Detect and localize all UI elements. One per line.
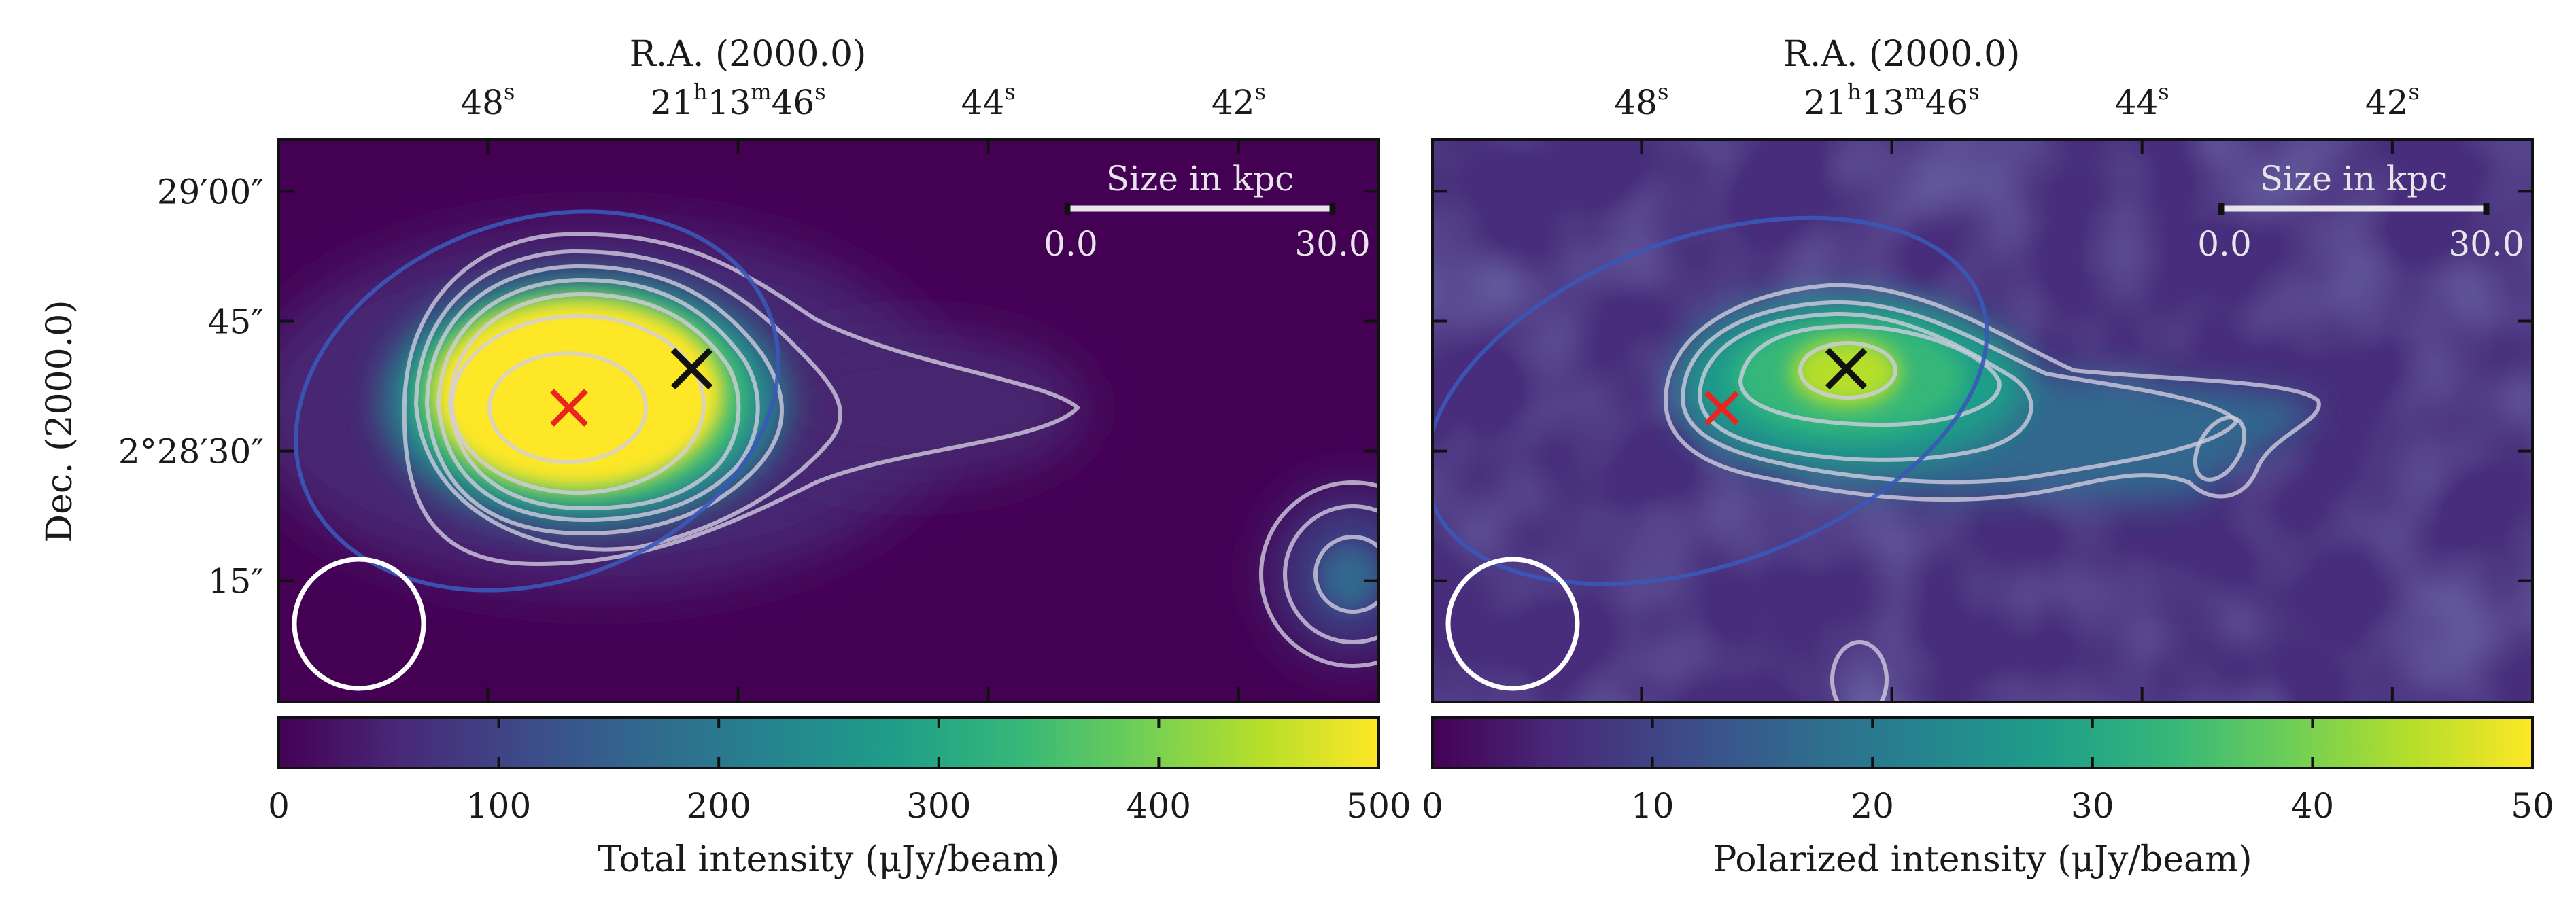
left-contour-7 bbox=[487, 351, 648, 464]
left-emission-tail bbox=[748, 333, 1088, 482]
colorbar-tick-label: 10 bbox=[1631, 786, 1675, 826]
ra-tick-label: 21h13m46s bbox=[650, 79, 825, 122]
right-scale-left-label: 0.0 bbox=[2197, 224, 2252, 264]
right-colorbar-gradient bbox=[1432, 718, 2532, 768]
left-scale-bar: Size in kpc 0.0 30.0 bbox=[1044, 159, 1370, 264]
left-panel: Size in kpc 0.0 30.0 48s 21h13m46s 44s 42s … bbox=[39, 34, 1411, 880]
left-contour-2 bbox=[413, 249, 843, 552]
left-marker-red bbox=[550, 389, 588, 427]
dec-tick-label: 15″ bbox=[208, 562, 264, 601]
ra-tick-label: 42s bbox=[1212, 79, 1266, 122]
dec-tick-label: 45″ bbox=[208, 302, 264, 342]
right-contour-3 bbox=[1697, 311, 2033, 462]
right-dec-ticks bbox=[1432, 190, 2532, 582]
left-colorbar-gradient bbox=[279, 718, 1379, 768]
right-scale-title: Size in kpc bbox=[2260, 159, 2448, 198]
left-ra-ticks: 48s 21h13m46s 44s 42s bbox=[460, 79, 1266, 702]
colorbar-tick-label: 0 bbox=[1422, 786, 1443, 826]
left-dec-ticks: 29′00″ 45″ 2°28′30″ 15″ bbox=[118, 172, 1379, 601]
left-scale-left-label: 0.0 bbox=[1044, 224, 1098, 264]
ra-tick-label: 44s bbox=[961, 79, 1016, 122]
right-contour-1 bbox=[1663, 283, 2321, 502]
left-beam-circle bbox=[292, 557, 426, 691]
left-axis-title: Dec. (2000.0) bbox=[39, 300, 80, 542]
left-colorbar-label: Total intensity (μJy/beam) bbox=[598, 839, 1060, 880]
left-colorbar-frame bbox=[277, 716, 1380, 769]
right-scale-right-label: 30.0 bbox=[2448, 224, 2524, 264]
ra-tick-label: 21h13m46s bbox=[1804, 79, 1979, 122]
ra-tick-label: 44s bbox=[2115, 79, 2169, 122]
colorbar-tick-label: 500 bbox=[1346, 786, 1411, 826]
left-colorbar-ticks: 0 100 200 300 400 500 bbox=[268, 718, 1411, 826]
left-companion-core bbox=[1322, 547, 1377, 608]
colorbar-tick-label: 100 bbox=[466, 786, 531, 826]
colorbar-tick-label: 200 bbox=[686, 786, 751, 826]
left-marker-black bbox=[670, 347, 713, 390]
colorbar-tick-label: 0 bbox=[268, 786, 290, 826]
left-top-axis-title: R.A. (2000.0) bbox=[630, 34, 867, 75]
right-top-axis-title: R.A. (2000.0) bbox=[1783, 34, 2021, 75]
right-marker-red bbox=[1704, 391, 1739, 425]
left-contour-3 bbox=[424, 264, 784, 536]
right-ra-ticks: 48s 21h13m46s 44s 42s bbox=[1614, 79, 2420, 702]
colorbar-tick-label: 40 bbox=[2291, 786, 2335, 826]
dec-tick-label: 29′00″ bbox=[157, 172, 264, 211]
left-contour-4 bbox=[436, 277, 760, 523]
dec-tick-label: 2°28′30″ bbox=[118, 432, 264, 472]
right-heatmap: Size in kpc 0.0 30.0 bbox=[1432, 139, 2532, 702]
left-scale-title: Size in kpc bbox=[1106, 159, 1294, 198]
right-colorbar: 0 10 20 30 40 50 Polarized intensity (μJy/bea… bbox=[1422, 716, 2554, 880]
right-colorbar-ticks: 0 10 20 30 40 50 bbox=[1422, 718, 2554, 826]
left-contour-1 bbox=[402, 232, 1081, 567]
right-colorbar-frame bbox=[1431, 716, 2534, 769]
left-contour-6 bbox=[450, 314, 706, 495]
right-contour-6 bbox=[2193, 415, 2247, 482]
colorbar-tick-label: 300 bbox=[906, 786, 971, 826]
left-companion-contour-1 bbox=[1259, 480, 1379, 668]
right-contour-5 bbox=[1798, 341, 1897, 400]
colorbar-tick-label: 30 bbox=[2071, 786, 2114, 826]
right-marker-black bbox=[1825, 347, 1868, 390]
right-plot-frame bbox=[1431, 138, 2534, 703]
right-contour-7 bbox=[1830, 640, 1889, 702]
right-blue-ellipse bbox=[1432, 215, 1989, 586]
colorbar-tick-label: 20 bbox=[1851, 786, 1894, 826]
left-colorbar: 0 100 200 300 400 500 Total intensity (μJy/be… bbox=[268, 716, 1411, 880]
left-plot-frame bbox=[277, 138, 1380, 703]
right-colorbar-label: Polarized intensity (μJy/beam) bbox=[1713, 839, 2252, 880]
right-beam-circle bbox=[1445, 557, 1580, 691]
right-contour-4 bbox=[1738, 323, 2002, 427]
colorbar-tick-label: 400 bbox=[1127, 786, 1191, 826]
left-companion-contour-3 bbox=[1313, 535, 1379, 614]
left-companion-contour-2 bbox=[1283, 504, 1379, 644]
left-heatmap: Size in kpc 0.0 30.0 bbox=[279, 139, 1379, 702]
left-blue-ellipse bbox=[294, 209, 780, 593]
right-panel: Size in kpc 0.0 30.0 48s 21h13m46s 44s 42s … bbox=[1422, 34, 2554, 880]
right-scale-bar: Size in kpc 0.0 30.0 bbox=[2197, 159, 2524, 264]
ra-tick-label: 42s bbox=[2365, 79, 2420, 122]
colorbar-tick-label: 50 bbox=[2511, 786, 2554, 826]
left-contour-5 bbox=[447, 292, 741, 511]
ra-tick-label: 48s bbox=[1614, 79, 1668, 122]
left-scale-right-label: 30.0 bbox=[1294, 224, 1370, 264]
ra-tick-label: 48s bbox=[460, 79, 515, 122]
